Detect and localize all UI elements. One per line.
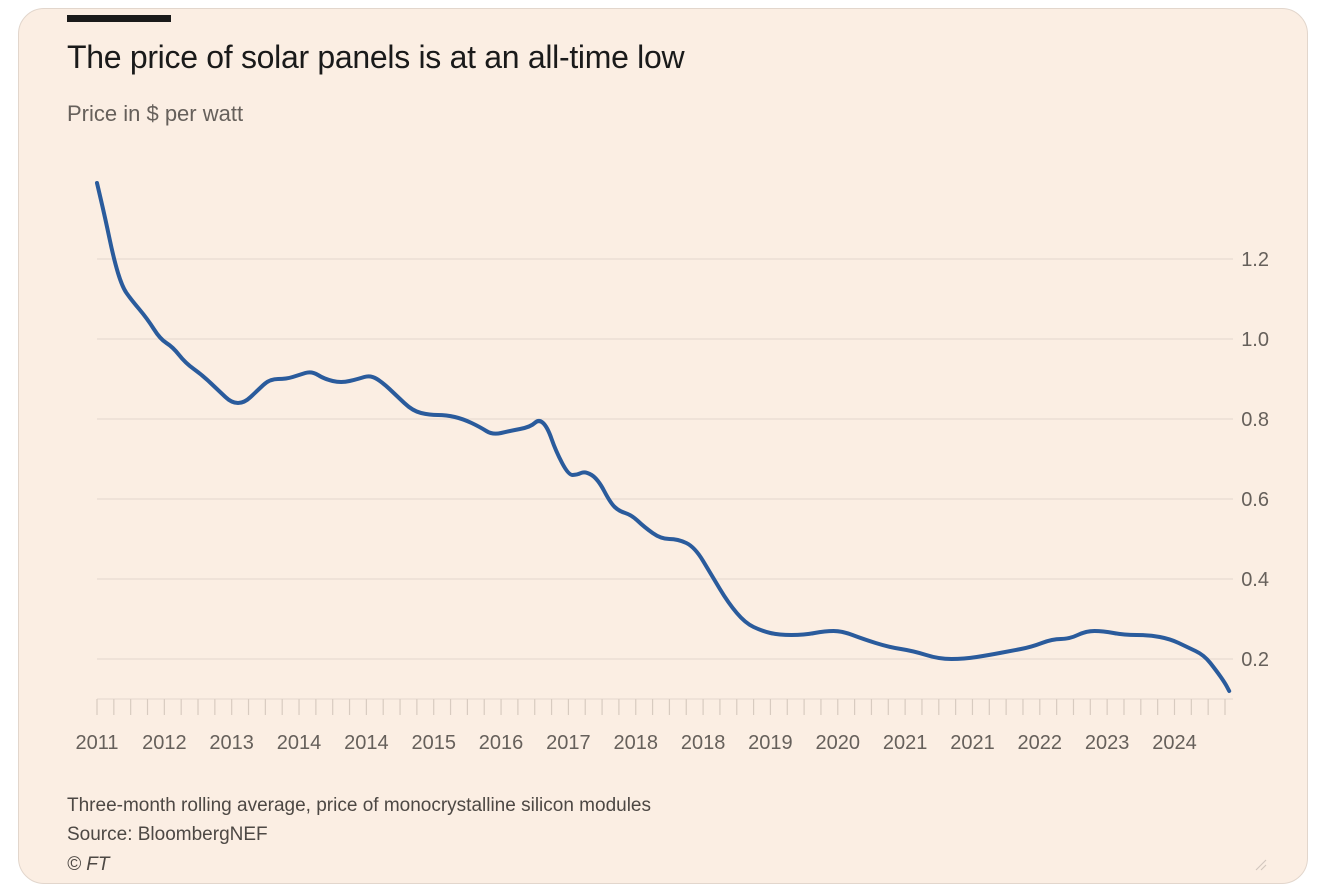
x-tick-label: 2014	[344, 732, 389, 754]
x-tick-label: 2017	[546, 732, 591, 754]
x-tick-label: 2020	[816, 732, 861, 754]
x-tick-label: 2014	[277, 732, 322, 754]
x-tick-label: 2024	[1152, 732, 1197, 754]
x-tick-label: 2016	[479, 732, 524, 754]
x-tick-label: 2015	[411, 732, 456, 754]
y-tick-label: 1.2	[1241, 249, 1269, 271]
y-axis: 0.2 0.4 0.6 0.8 1.0 1.2	[1241, 249, 1269, 671]
x-tick-label: 2013	[209, 732, 254, 754]
x-tick-label: 2018	[681, 732, 726, 754]
ft-top-rule	[67, 15, 171, 22]
y-tick-label: 0.6	[1241, 489, 1269, 511]
x-tick-label: 2021	[950, 732, 995, 754]
x-tick-label: 2011	[75, 732, 118, 754]
y-tick-label: 1.0	[1241, 329, 1269, 351]
resize-handle-icon	[1255, 859, 1267, 871]
x-tick-label: 2019	[748, 732, 793, 754]
chart-title: The price of solar panels is at an all-t…	[67, 39, 685, 75]
y-tick-label: 0.8	[1241, 409, 1269, 431]
chart-source: Source: BloombergNEF	[67, 824, 268, 845]
x-tick-label: 2022	[1018, 732, 1063, 754]
gridlines	[96, 258, 1233, 715]
x-tick-label: 2012	[142, 732, 187, 754]
y-tick-label: 0.2	[1241, 649, 1269, 671]
x-tick-label: 2023	[1085, 732, 1130, 754]
series-layer	[95, 181, 1232, 693]
line-chart: 2011 2012 2013 2014 2014 2015 2016 2017 2018 2018…	[75, 181, 1269, 754]
chart-card: The price of solar panels is at an all-t…	[18, 8, 1308, 884]
series-line-solar-price	[95, 181, 1232, 693]
x-tick-label: 2018	[613, 732, 658, 754]
ft-credit: © FT	[67, 854, 110, 875]
chart-note: Three-month rolling average, price of mo…	[67, 795, 651, 816]
chart-subtitle: Price in $ per watt	[67, 101, 244, 126]
x-tick-label: 2021	[883, 732, 928, 754]
x-axis: 2011 2012 2013 2014 2014 2015 2016 2017 2018 2018…	[75, 732, 1196, 754]
y-tick-label: 0.4	[1241, 569, 1269, 591]
